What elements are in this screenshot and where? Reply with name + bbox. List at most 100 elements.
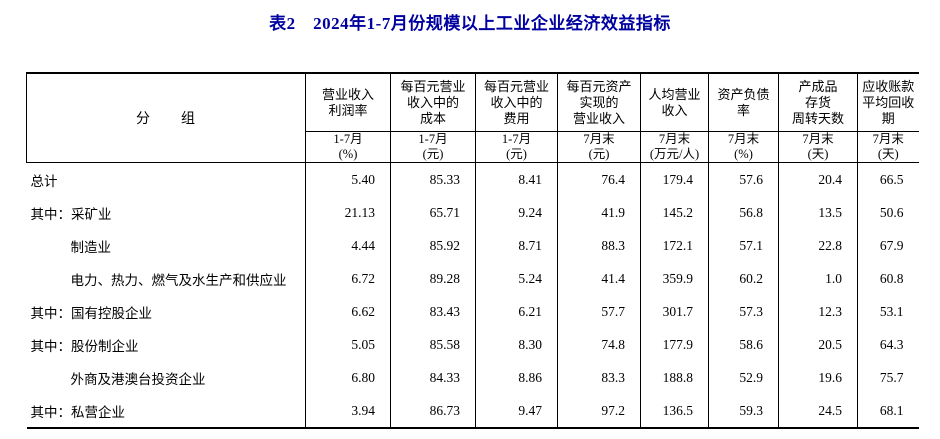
page-title: 表2 2024年1-7月份规模以上工业企业经济效益指标 — [269, 14, 671, 33]
cell-value: 8.41 — [475, 162, 558, 196]
unit-label: (%) — [338, 147, 358, 161]
cell-value: 8.30 — [475, 328, 558, 361]
cell-value: 20.4 — [778, 162, 858, 196]
unit-header: 7月末 (天) — [778, 131, 858, 163]
cell-value: 1.0 — [778, 262, 858, 295]
cell-value: 53.1 — [857, 295, 919, 328]
cell-value: 41.4 — [557, 262, 641, 295]
cell-value: 57.3 — [708, 295, 779, 328]
cell-value: 64.3 — [857, 328, 919, 361]
cell-value: 85.92 — [390, 229, 476, 262]
cell-value: 5.24 — [475, 262, 558, 295]
unit-label: (%) — [734, 147, 753, 161]
cell-value: 75.7 — [857, 361, 919, 394]
cell-value: 6.72 — [305, 262, 391, 295]
stub-header: 分 组 — [26, 73, 306, 163]
cell-value: 24.5 — [778, 394, 858, 428]
row-label: 其中：采矿业 — [30, 206, 112, 222]
cell-value: 172.1 — [640, 229, 709, 262]
cell-value: 9.47 — [475, 394, 558, 428]
cell-value: 50.6 — [857, 196, 919, 229]
table-row-mining: 其中：采矿业 21.13 65.71 9.24 41.9 145.2 56.8 … — [27, 196, 919, 229]
cell-value: 9.24 — [475, 196, 558, 229]
cell-value: 12.3 — [778, 295, 858, 328]
cell-value: 83.3 — [557, 361, 641, 394]
row-label: 外商及港澳台投资企业 — [70, 371, 206, 387]
table-row-utilities: 电力、热力、燃气及水生产和供应业 6.72 89.28 5.24 41.4 35… — [27, 262, 919, 295]
cell-value: 85.58 — [390, 328, 476, 361]
cell-value: 145.2 — [640, 196, 709, 229]
column-header-revenue-per-100-assets: 每百元资产 实现的 营业收入 — [557, 73, 641, 132]
cell-value: 58.6 — [708, 328, 779, 361]
cell-value: 4.44 — [305, 229, 391, 262]
cell-value: 136.5 — [640, 394, 709, 428]
header-row-titles: 分 组 营业收入 利润率 每百元营业 收入中的 成本 每百元营业 收入中的 费用… — [26, 73, 919, 163]
cell-value: 19.6 — [778, 361, 858, 394]
row-label: 电力、热力、燃气及水生产和供应业 — [70, 272, 287, 288]
cell-value: 89.28 — [390, 262, 476, 295]
cell-value: 301.7 — [640, 295, 709, 328]
column-header-asset-liability-ratio: 资产负债 率 — [708, 73, 779, 132]
row-label: 制造业 — [70, 239, 112, 255]
cell-value: 20.5 — [778, 328, 858, 361]
period-label: 7月末 — [658, 132, 691, 146]
period-label: 7月末 — [727, 132, 760, 146]
cell-value: 177.9 — [640, 328, 709, 361]
cell-value: 41.9 — [557, 196, 641, 229]
cell-value: 56.8 — [708, 196, 779, 229]
cell-value: 66.5 — [857, 162, 919, 196]
unit-header: 7月末 (%) — [708, 131, 779, 163]
period-label: 1-7月 — [501, 132, 532, 146]
economic-indicators-table: 分 组 营业收入 利润率 每百元营业 收入中的 成本 每百元营业 收入中的 费用… — [26, 72, 919, 429]
cell-value: 13.5 — [778, 196, 858, 229]
cell-value: 60.2 — [708, 262, 779, 295]
period-label: 7月末 — [872, 132, 904, 146]
cell-value: 67.9 — [857, 229, 919, 262]
cell-value: 359.9 — [640, 262, 709, 295]
column-header-inventory-turnover-days: 产成品 存货 周转天数 — [778, 73, 858, 132]
cell-value: 57.1 — [708, 229, 779, 262]
cell-value: 179.4 — [640, 162, 709, 196]
cell-value: 5.40 — [305, 162, 391, 196]
row-label: 总计 — [30, 173, 58, 189]
period-label: 1-7月 — [418, 132, 448, 146]
table-row-foreign-invested: 外商及港澳台投资企业 6.80 84.33 8.86 83.3 188.8 52… — [27, 361, 919, 394]
cell-value: 3.94 — [305, 394, 391, 428]
unit-label: (天) — [807, 147, 829, 161]
column-header-cost-per-100: 每百元营业 收入中的 成本 — [390, 73, 476, 132]
unit-label: (元) — [422, 147, 444, 161]
cell-value: 65.71 — [390, 196, 476, 229]
period-label: 7月末 — [802, 132, 834, 146]
cell-value: 88.3 — [557, 229, 641, 262]
unit-label: (天) — [877, 147, 899, 161]
unit-label: (元) — [506, 147, 527, 161]
cell-value: 8.86 — [475, 361, 558, 394]
unit-header: 7月末 (万元/人) — [640, 131, 709, 163]
cell-value: 6.62 — [305, 295, 391, 328]
unit-header: 1-7月 (元) — [475, 131, 558, 163]
unit-header: 7月末 (天) — [857, 131, 919, 163]
column-header-expense-per-100: 每百元营业 收入中的 费用 — [475, 73, 558, 132]
table-row-manufacturing: 制造业 4.44 85.92 8.71 88.3 172.1 57.1 22.8… — [27, 229, 919, 262]
column-header-revenue-per-capita: 人均营业 收入 — [640, 73, 709, 132]
row-label: 其中：私营企业 — [30, 404, 126, 420]
row-label: 其中：股份制企业 — [30, 338, 139, 354]
unit-label: (元) — [588, 147, 610, 161]
header-row-units: 1-7月 (%) 1-7月 (元) 1-7月 (元) 7月末 (元) 7月末 (万元/人)… — [27, 131, 919, 163]
table-row-total: 总计 5.40 85.33 8.41 76.4 179.4 57.6 20.4 … — [27, 162, 919, 196]
cell-value: 84.33 — [390, 361, 476, 394]
cell-value: 76.4 — [557, 162, 641, 196]
cell-value: 5.05 — [305, 328, 391, 361]
unit-header: 1-7月 (元) — [390, 131, 476, 163]
cell-value: 6.21 — [475, 295, 558, 328]
unit-header: 1-7月 (%) — [305, 131, 391, 163]
row-label: 其中：国有控股企业 — [30, 305, 153, 321]
unit-label: (万元/人) — [649, 147, 700, 161]
cell-value: 6.80 — [305, 361, 391, 394]
cell-value: 21.13 — [305, 196, 391, 229]
cell-value: 57.7 — [557, 295, 641, 328]
cell-value: 97.2 — [557, 394, 641, 428]
cell-value: 83.43 — [390, 295, 476, 328]
cell-value: 52.9 — [708, 361, 779, 394]
